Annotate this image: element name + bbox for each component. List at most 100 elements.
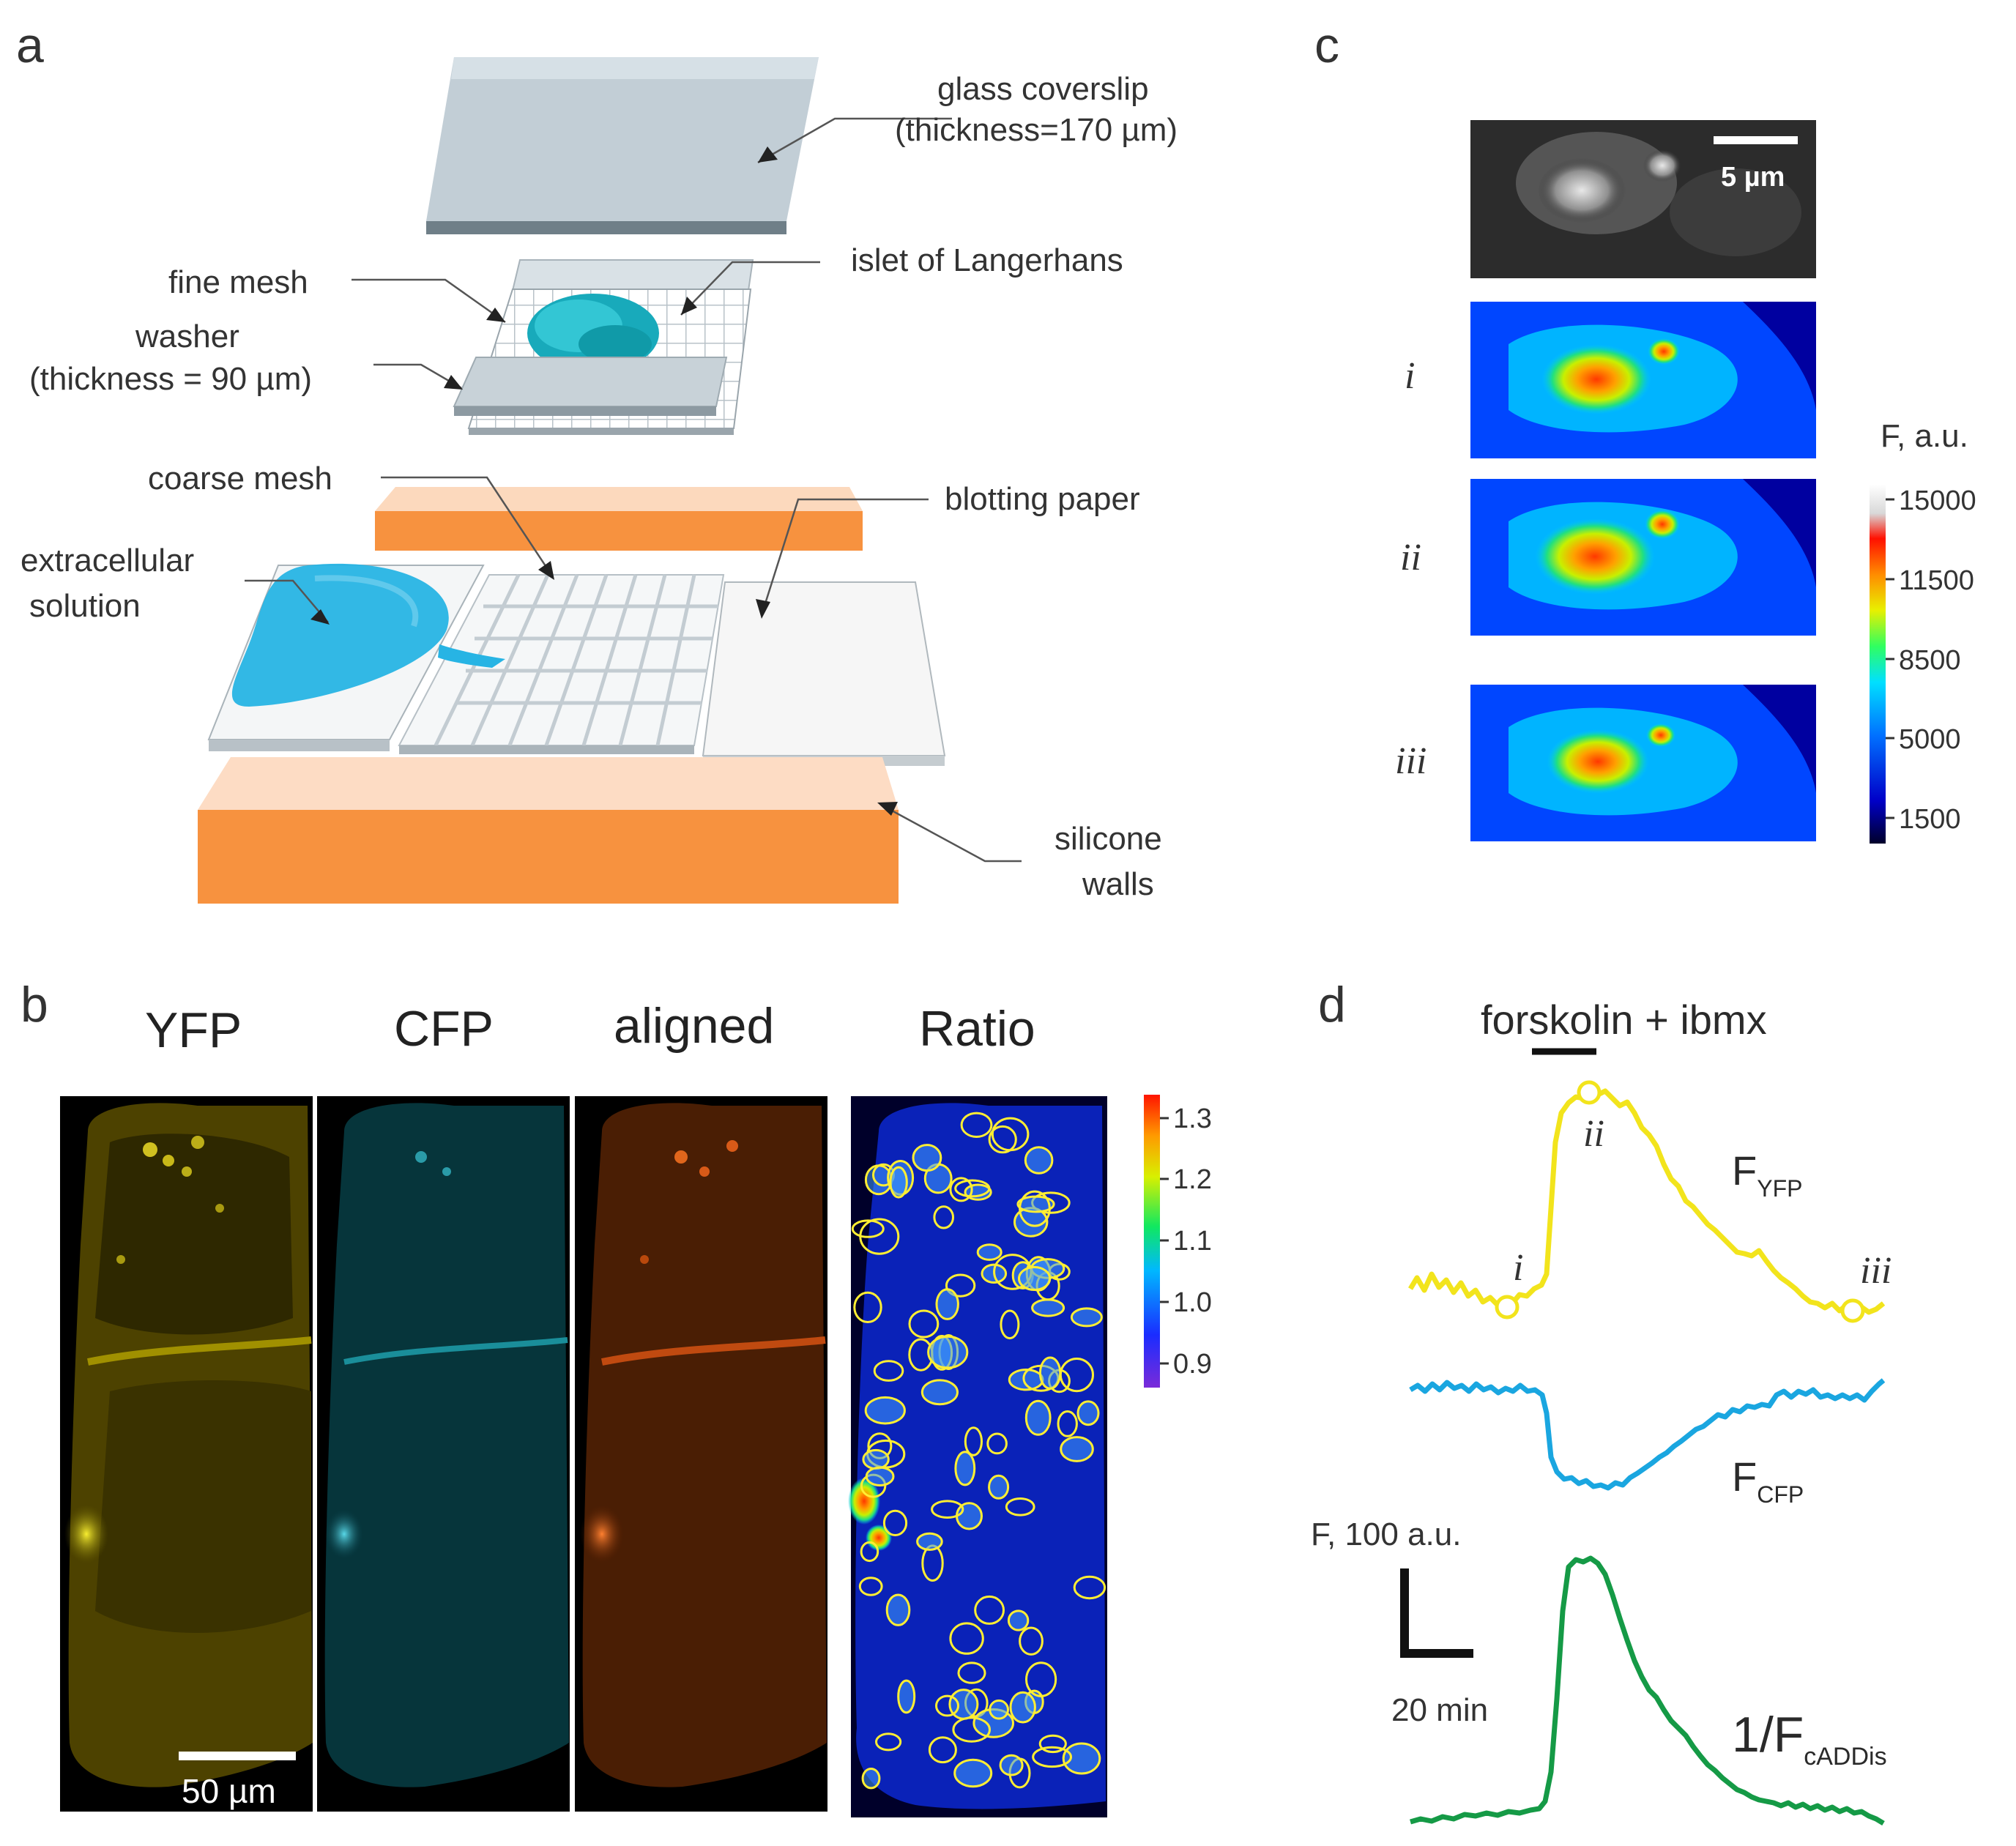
roi-outline bbox=[1070, 1307, 1103, 1328]
pseudocolor-image-iii bbox=[1470, 685, 1816, 841]
roi-outline bbox=[954, 1179, 991, 1198]
coarse-mesh-graphic bbox=[398, 573, 725, 754]
solution-label-2: solution bbox=[29, 588, 141, 624]
pseudocolor-image-ii bbox=[1470, 479, 1816, 636]
marker-circle-iii bbox=[1840, 1298, 1865, 1323]
fine-mesh-leader bbox=[352, 278, 506, 324]
roi-outline bbox=[912, 1144, 942, 1172]
marker-circle-ii bbox=[1577, 1080, 1602, 1105]
trace-label-cfp: FCFP bbox=[1732, 1454, 1804, 1508]
trace-label-yfp: FYFP bbox=[1732, 1147, 1802, 1202]
stimulus-label: forskolin + ibmx bbox=[1481, 997, 1767, 1043]
blotting-paper-arrowhead bbox=[756, 599, 770, 619]
islet-arrowhead bbox=[681, 297, 697, 315]
panel-a-letter: a bbox=[16, 18, 44, 73]
marker-label-ii: ii bbox=[1583, 1113, 1604, 1155]
trace-label-cADDis-main: 1/F bbox=[1732, 1707, 1804, 1763]
roi-outline bbox=[908, 1309, 940, 1339]
roi-outline bbox=[1062, 1742, 1101, 1775]
channel-title-aligned: aligned bbox=[614, 998, 774, 1054]
roi-outline bbox=[1019, 1190, 1051, 1227]
roi-outline bbox=[873, 1360, 904, 1382]
roi-outline bbox=[1005, 1497, 1035, 1516]
ratio-image bbox=[848, 1096, 1107, 1817]
fine-mesh-arrowhead bbox=[486, 308, 505, 322]
roi-outline bbox=[928, 1736, 957, 1764]
roi-outline bbox=[988, 1125, 1017, 1154]
roi-outline bbox=[1024, 1146, 1054, 1175]
trace-label-cADDis-sub: cADDis bbox=[1804, 1743, 1886, 1771]
roi-outline bbox=[1019, 1626, 1044, 1656]
solution-arrowhead bbox=[310, 609, 330, 625]
channel-title-yfp: YFP bbox=[145, 1002, 242, 1058]
panel-d: d forskolin + ibmx i ii iii FYFP FCFP 1/… bbox=[1311, 977, 1892, 1826]
roi-outline bbox=[864, 1396, 906, 1425]
glass-coverslip-graphic bbox=[426, 57, 819, 234]
colorbar-c-title: F, a.u. bbox=[1881, 418, 1968, 454]
cfp-image bbox=[317, 1096, 570, 1812]
grayscale-image: 5 µm bbox=[1470, 120, 1816, 278]
washer-graphic bbox=[453, 357, 728, 416]
panel-b: b YFP CFP aligned Ratio bbox=[21, 977, 1212, 1817]
roi-outline bbox=[953, 1758, 993, 1788]
coarse-mesh-label: coarse mesh bbox=[148, 461, 332, 496]
roi-outline bbox=[1025, 1661, 1057, 1697]
colorbar-b-tick-5: 0.9 bbox=[1173, 1349, 1212, 1380]
panel-c: c 5 µm bbox=[1314, 18, 1976, 844]
trace-label-cfp-sub: CFP bbox=[1757, 1481, 1804, 1508]
coarse-mesh-leader bbox=[381, 476, 554, 578]
solution-label-1: extracellular bbox=[21, 543, 194, 578]
glass-coverslip-thickness: (thickness=170 µm) bbox=[895, 112, 1178, 148]
trace-cADDis bbox=[1410, 1555, 1885, 1826]
trace-label-cfp-main: F bbox=[1732, 1454, 1757, 1500]
marker-label-i: i bbox=[1513, 1247, 1523, 1289]
roi-outline bbox=[882, 1509, 908, 1536]
scalebar-c-label: 5 µm bbox=[1721, 162, 1785, 193]
trace-cfp bbox=[1409, 1378, 1886, 1491]
roi-outline bbox=[862, 1448, 890, 1470]
coarse-mesh-arrowhead bbox=[538, 561, 554, 580]
roi-outline bbox=[897, 1679, 916, 1714]
roi-outline bbox=[865, 1466, 895, 1487]
solution-leader bbox=[245, 579, 329, 623]
marker-label-iii: iii bbox=[1860, 1250, 1892, 1292]
panel-b-letter: b bbox=[21, 977, 48, 1032]
roi-outline bbox=[1024, 1399, 1052, 1436]
roi-outline bbox=[916, 1532, 943, 1551]
colorbar-c-tick-2: 11500 bbox=[1899, 565, 1974, 596]
panel-a: a glass coverslip (thickness=170 µm) bbox=[16, 18, 1178, 904]
row-label-i: i bbox=[1405, 355, 1415, 397]
silicone-arrowhead bbox=[877, 802, 898, 816]
silicone-wall-front bbox=[198, 757, 899, 904]
roi-outline bbox=[851, 1219, 885, 1238]
colorbar-b bbox=[1144, 1095, 1160, 1388]
colorbar-b-tick-1: 1.3 bbox=[1173, 1103, 1212, 1134]
roi-outline bbox=[952, 1716, 991, 1743]
roi-outline bbox=[1059, 1358, 1095, 1393]
roi-outline bbox=[1007, 1609, 1030, 1631]
solution-tray-graphic bbox=[207, 563, 505, 751]
colorbar-c-tick-3: 8500 bbox=[1899, 645, 1961, 676]
colorbar-c-tick-5: 1500 bbox=[1899, 804, 1961, 835]
roi-outline bbox=[988, 1474, 1010, 1500]
roi-outline bbox=[957, 1661, 986, 1684]
panel-d-letter: d bbox=[1318, 977, 1346, 1032]
roi-outline bbox=[986, 1432, 1008, 1455]
washer-arrowhead bbox=[444, 375, 463, 390]
roi-outline bbox=[1038, 1356, 1062, 1390]
roi-outline bbox=[1016, 1195, 1055, 1213]
trace-label-yfp-sub: YFP bbox=[1757, 1175, 1802, 1202]
roi-outline bbox=[945, 1273, 976, 1298]
trace-yfp bbox=[1407, 1087, 1886, 1315]
silicone-label-1: silicone bbox=[1055, 821, 1162, 857]
silicone-label-2: walls bbox=[1082, 866, 1154, 902]
scale-y-label: F, 100 a.u. bbox=[1311, 1516, 1461, 1552]
islet-leader bbox=[680, 261, 820, 316]
marker-circle-i bbox=[1495, 1295, 1520, 1320]
row-label-iii: iii bbox=[1395, 740, 1427, 782]
roi-outline bbox=[1018, 1266, 1052, 1291]
channel-title-ratio: Ratio bbox=[919, 1001, 1035, 1057]
roi-outline bbox=[935, 1288, 959, 1320]
scalebar-b-label: 50 µm bbox=[182, 1772, 276, 1810]
roi-outline bbox=[920, 1379, 959, 1406]
